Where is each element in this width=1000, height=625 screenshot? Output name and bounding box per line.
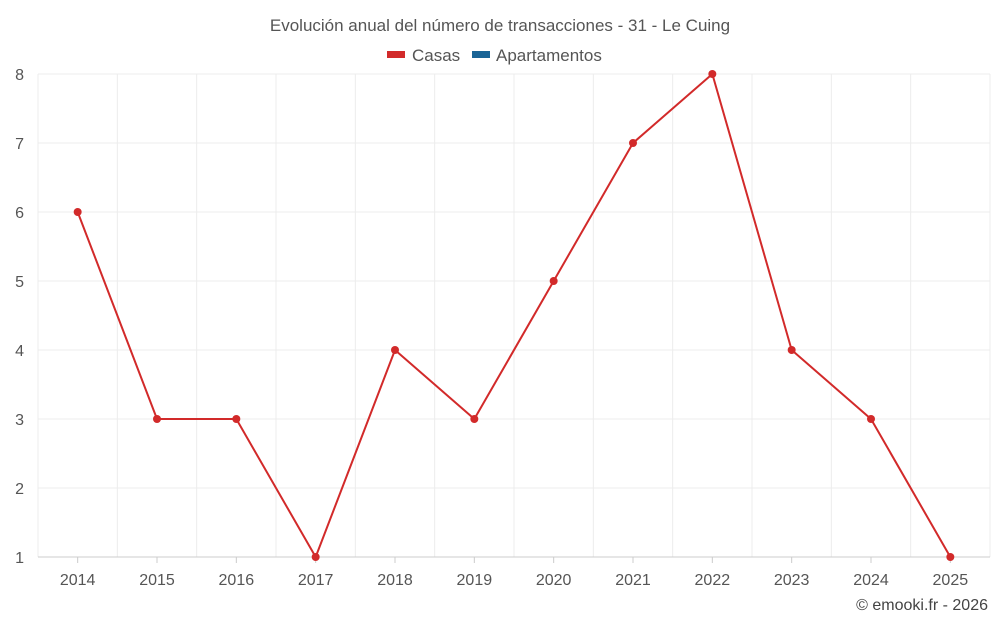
y-axis-ticks: 1 2 3 4 5 6 7 8 [15,67,24,567]
x-tick-label: 2022 [695,572,731,589]
y-tick-label: 3 [15,412,24,429]
credit-text: © emooki.fr - 2026 [856,597,988,614]
data-point[interactable] [629,139,637,147]
x-tick-label: 2016 [219,572,255,589]
data-point[interactable] [708,70,717,78]
y-tick-label: 2 [15,481,24,498]
y-tick-label: 8 [15,67,24,84]
data-point[interactable] [232,415,241,423]
legend-label-apartamentos: Apartamentos [496,46,602,65]
data-point[interactable] [391,346,399,354]
data-point[interactable] [549,277,558,285]
x-axis-ticks: 2014 2015 2016 2017 2018 2019 2020 2021 2022 2023… [60,557,968,589]
data-point[interactable] [311,553,320,561]
legend-item-apartamentos[interactable]: Apartamentos [472,46,602,65]
x-tick-label: 2015 [139,572,175,589]
data-point[interactable] [470,415,479,423]
data-point[interactable] [867,415,875,423]
x-tick-label: 2017 [298,572,334,589]
x-tick-label: 2018 [377,572,413,589]
y-tick-label: 7 [15,136,24,153]
x-tick-label: 2021 [615,572,651,589]
y-tick-label: 4 [15,343,24,360]
x-tick-label: 2023 [774,572,810,589]
data-point[interactable] [153,415,161,423]
x-tick-label: 2025 [933,572,969,589]
legend-item-casas[interactable]: Casas [387,46,460,65]
chart-title: Evolución anual del número de transaccio… [270,16,730,35]
grid [37,73,991,557]
y-tick-label: 5 [15,274,24,291]
series-casas [73,70,955,561]
legend-label-casas: Casas [412,46,460,65]
x-tick-label: 2020 [536,572,572,589]
legend-swatch-casas [387,51,405,58]
data-point[interactable] [787,346,796,354]
data-point[interactable] [946,553,955,561]
y-tick-label: 1 [15,550,24,567]
data-point[interactable] [73,208,82,216]
y-tick-label: 6 [15,205,24,222]
legend: Casas Apartamentos [387,46,602,65]
legend-swatch-apartamentos [472,51,490,58]
series-line-casas [76,73,952,558]
x-tick-label: 2024 [853,572,889,589]
x-tick-label: 2019 [457,572,493,589]
x-tick-label: 2014 [60,572,96,589]
